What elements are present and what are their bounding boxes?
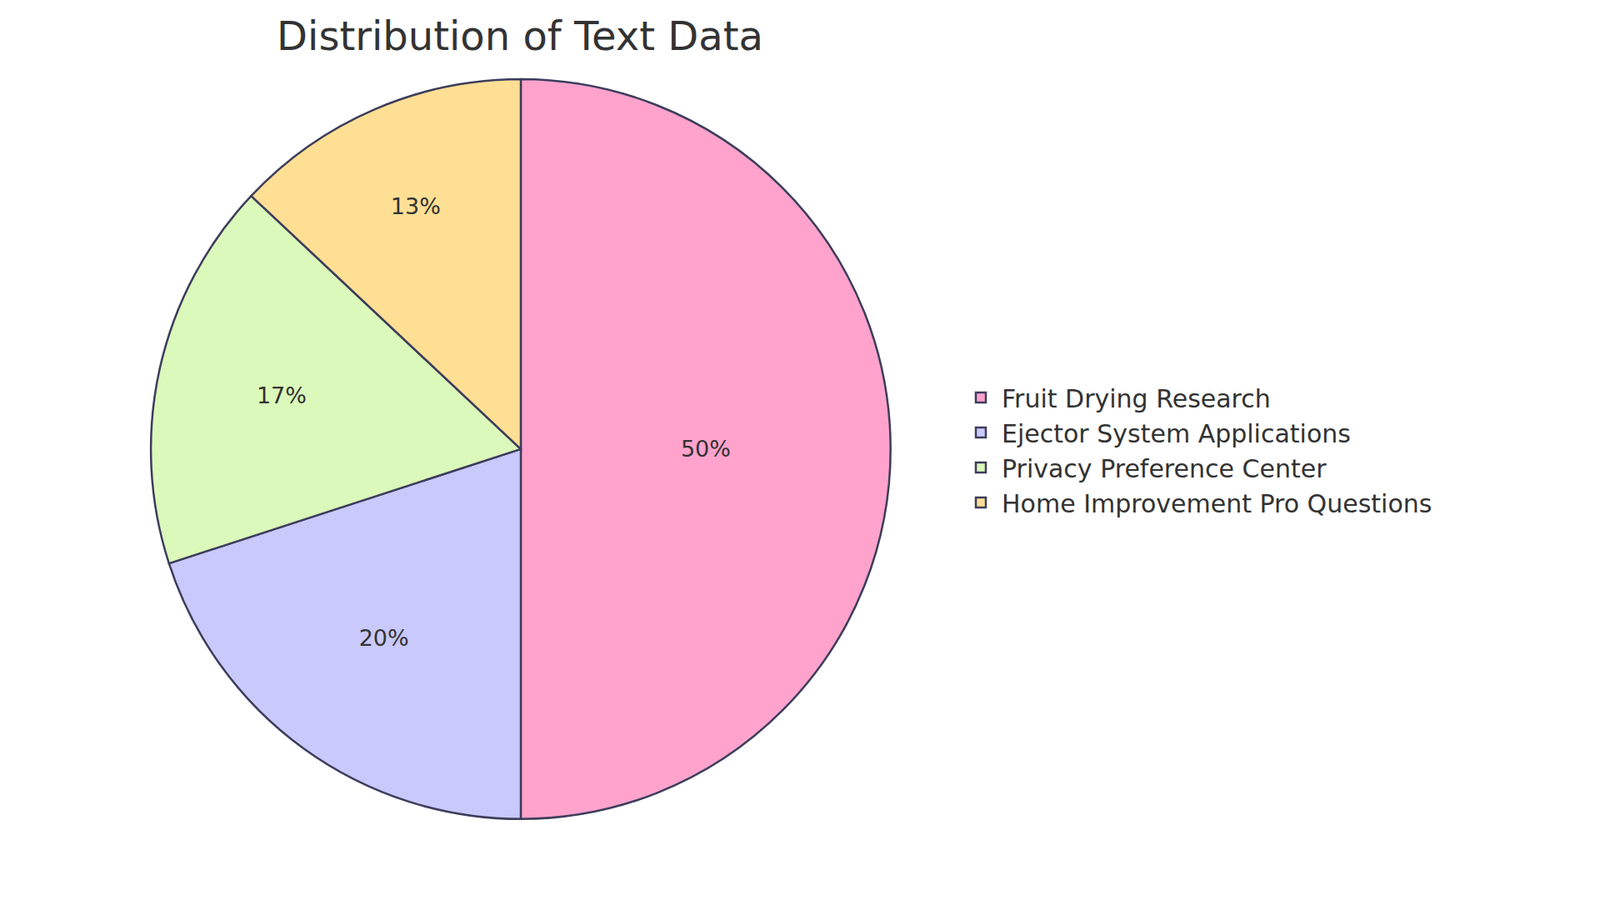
- svg-text:Fruit Drying Research: Fruit Drying Research: [1001, 384, 1271, 414]
- svg-text:50%: 50%: [680, 435, 731, 462]
- svg-text:13%: 13%: [390, 193, 441, 220]
- svg-text:Distribution of Text Data: Distribution of Text Data: [276, 12, 764, 60]
- svg-text:20%: 20%: [359, 625, 410, 651]
- svg-text:17%: 17%: [256, 382, 307, 409]
- svg-text:Privacy Preference Center: Privacy Preference Center: [1001, 454, 1327, 484]
- svg-text:Ejector System Applications: Ejector System Applications: [1001, 419, 1351, 449]
- svg-text:Home Improvement Pro Questions: Home Improvement Pro Questions: [1001, 489, 1432, 519]
